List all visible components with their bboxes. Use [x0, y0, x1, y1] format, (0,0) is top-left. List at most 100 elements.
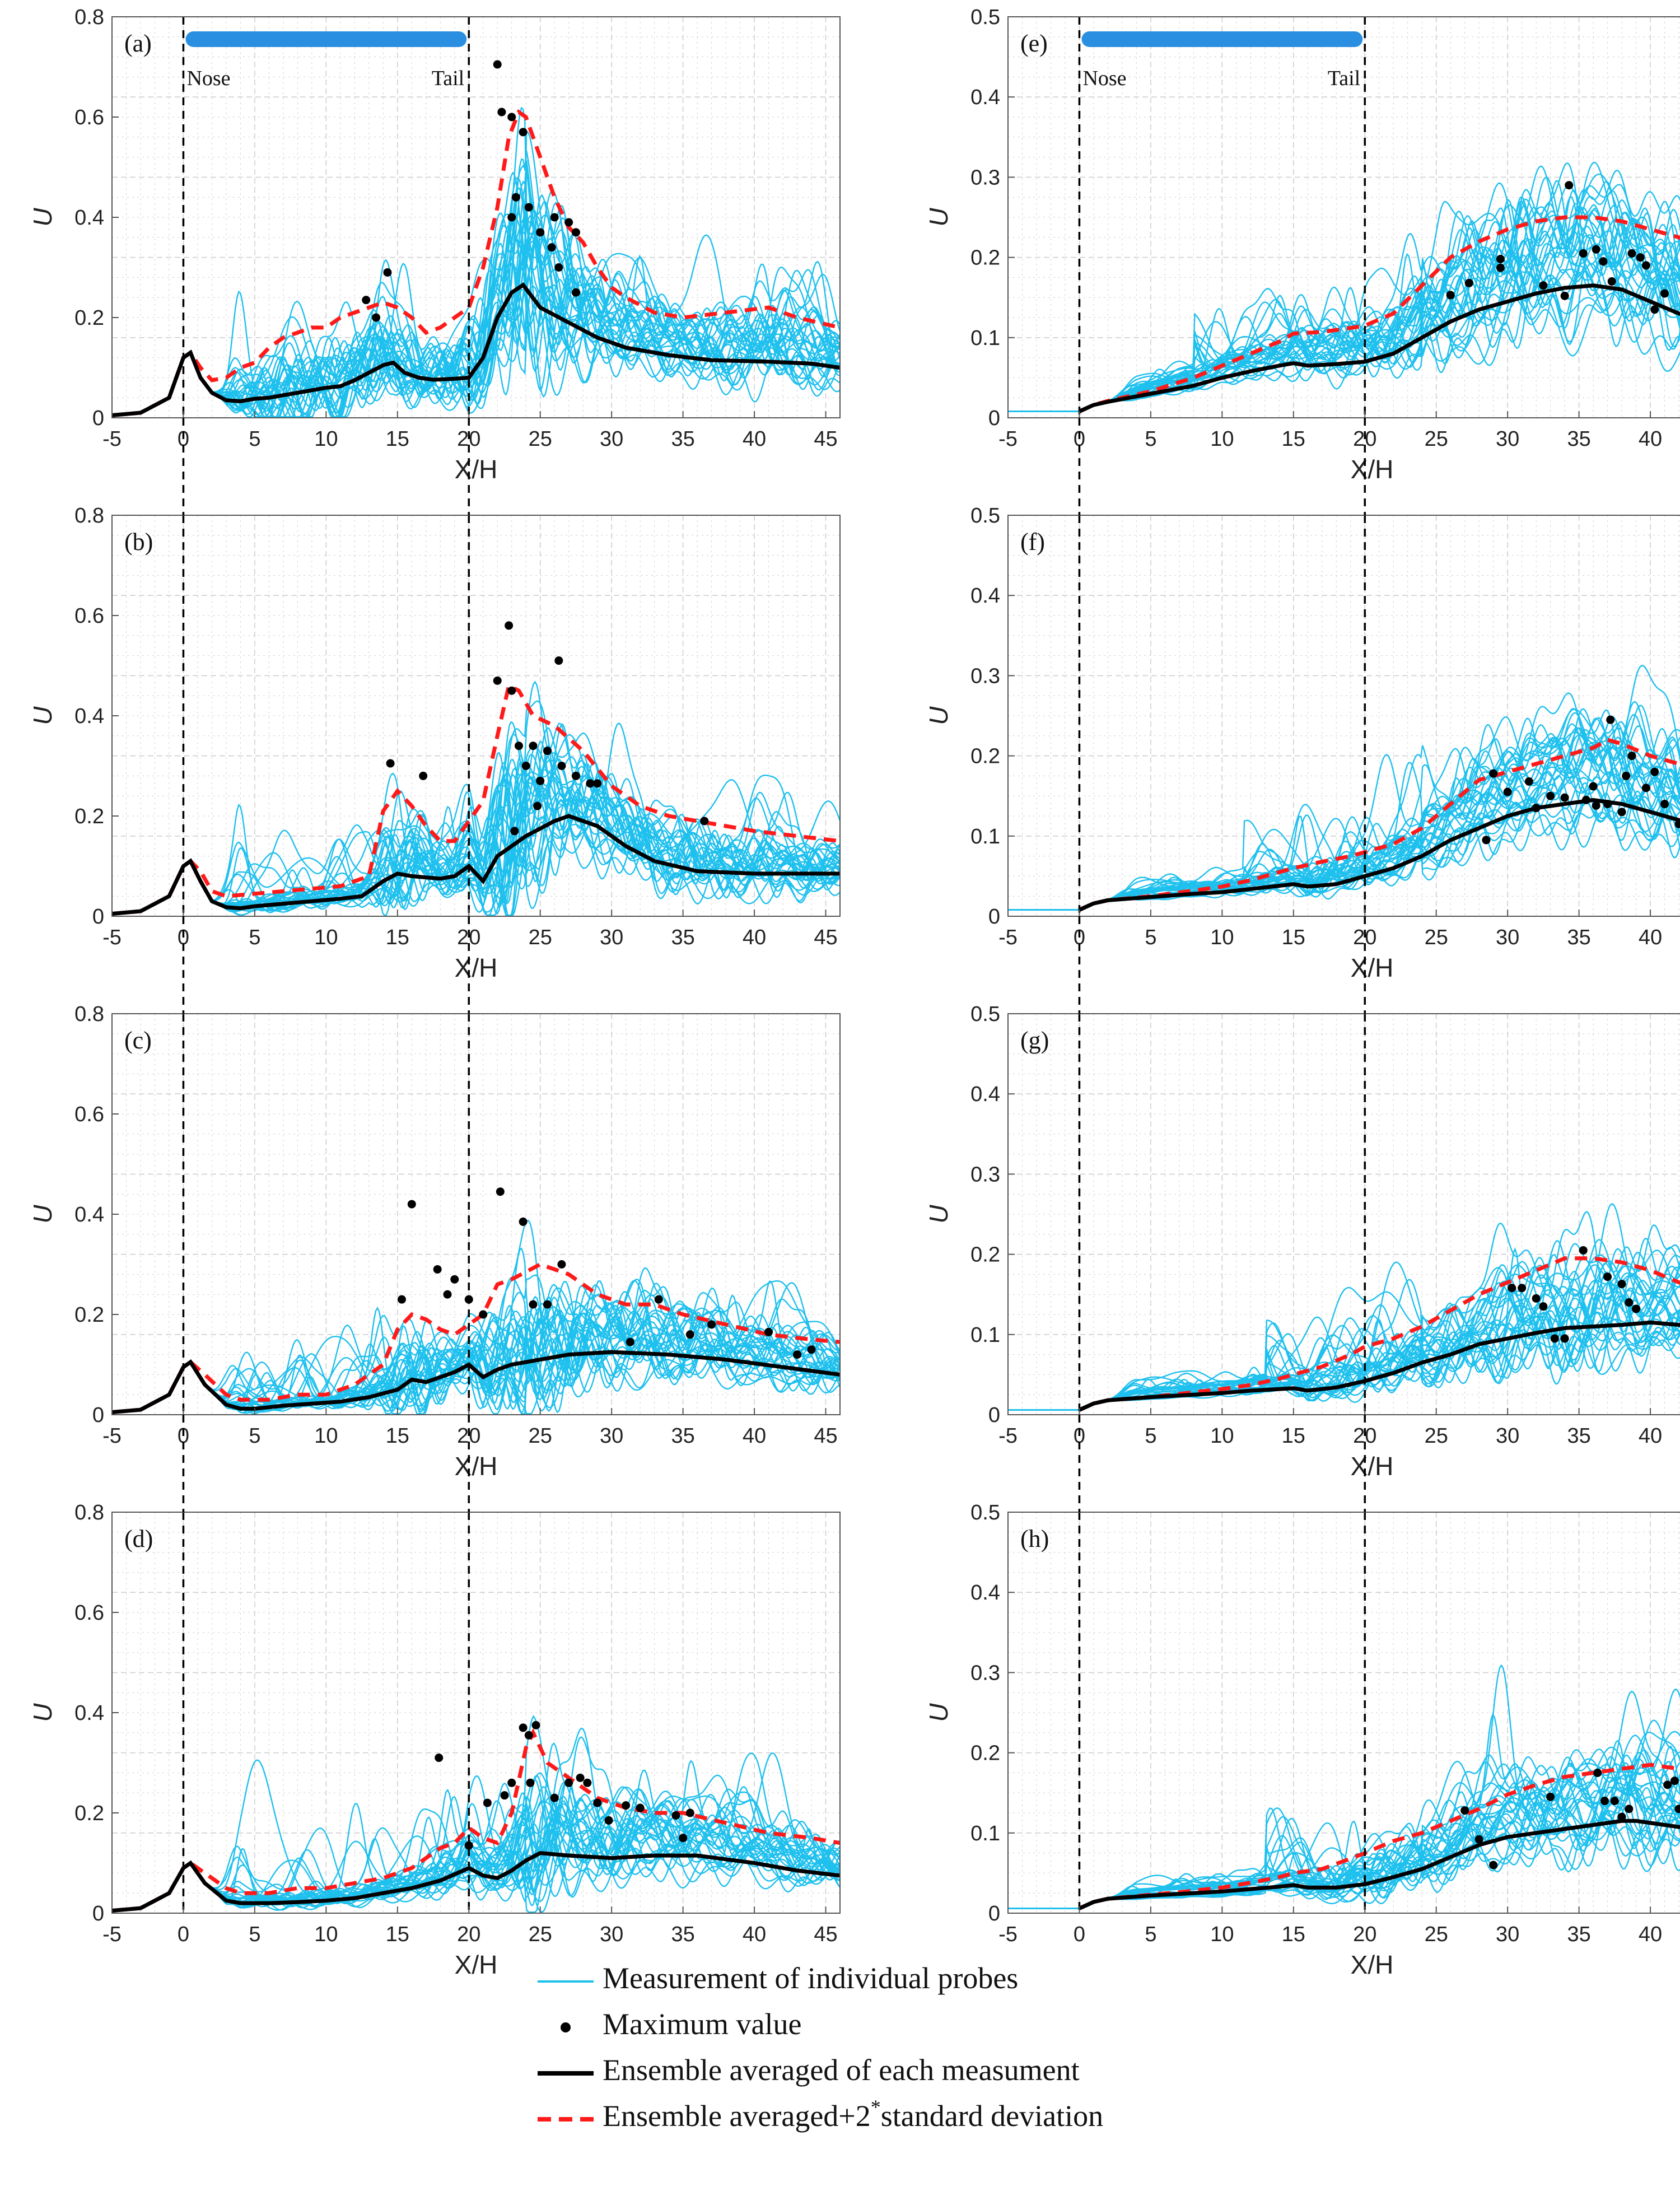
maxima-markers	[362, 60, 580, 322]
y-tick-label: 0.4	[970, 584, 1000, 608]
y-tick-label: 0.8	[74, 1501, 104, 1524]
max-point	[362, 296, 371, 305]
max-point	[386, 759, 395, 768]
y-tick-label: 0.1	[970, 327, 1000, 350]
x-tick-label: 35	[1567, 926, 1590, 949]
plot-frame	[1007, 515, 1680, 917]
max-point	[1592, 801, 1600, 810]
x-axis-label: X/H	[1351, 455, 1394, 484]
x-axis-label: X/H	[1351, 1452, 1394, 1481]
max-point	[1532, 1294, 1541, 1303]
y-tick-label: 0	[92, 407, 104, 430]
max-point	[685, 1808, 694, 1817]
max-point	[496, 1187, 505, 1196]
x-tick-label: 25	[1425, 1424, 1448, 1448]
x-tick-label: -5	[998, 427, 1018, 451]
x-tick-label: 5	[249, 1424, 260, 1448]
panel-label: (d)	[124, 1525, 153, 1552]
x-tick-label: 25	[529, 1424, 552, 1448]
max-point	[1603, 800, 1612, 809]
band-line	[1079, 1763, 1680, 1910]
y-tick-label: 0.2	[74, 306, 104, 330]
max-point	[1460, 1806, 1469, 1815]
max-point	[1524, 777, 1533, 786]
x-tick-label: 45	[814, 427, 837, 451]
legend-entry-ensemble: Ensemble averaged of each measument	[538, 2053, 1080, 2087]
x-tick-label: 10	[314, 926, 338, 949]
y-axis-label: U	[28, 1205, 57, 1224]
probe-line	[1008, 1774, 1680, 1909]
y-tick-label: 0.1	[970, 1323, 1000, 1347]
x-tick-label: 40	[743, 427, 766, 451]
max-point	[671, 1811, 680, 1820]
chart-panel-h: (h)-505101520253035404500.10.20.30.40.5X…	[924, 1501, 1680, 1979]
max-point	[1599, 257, 1608, 266]
x-tick-label: 10	[1210, 1424, 1234, 1448]
max-point	[497, 108, 506, 116]
x-tick-label: 15	[386, 427, 409, 451]
max-point	[571, 228, 580, 237]
x-tick-label: 35	[671, 1424, 694, 1448]
probe-line	[112, 1788, 840, 1911]
ensemble-line	[1079, 798, 1680, 912]
y-tick-label: 0.1	[970, 825, 1000, 848]
probe-line	[112, 1219, 840, 1415]
probe-line	[1008, 1777, 1680, 1909]
max-point	[564, 218, 573, 227]
max-point	[514, 742, 523, 750]
max-point	[557, 1260, 566, 1269]
plot-frame	[1007, 1512, 1680, 1914]
x-tick-label: 10	[1210, 427, 1234, 451]
x-tick-label: 45	[814, 926, 837, 949]
x-tick-label: 25	[529, 1923, 552, 1946]
y-axis-label: U	[924, 1703, 953, 1722]
x-tick-label: -5	[998, 1424, 1018, 1448]
probe-line	[112, 211, 840, 418]
max-point	[1606, 715, 1615, 724]
y-tick-label: 0.6	[74, 1103, 104, 1126]
y-tick-label: 0.8	[74, 1003, 104, 1026]
max-point	[1632, 1304, 1641, 1313]
grid	[1007, 515, 1680, 917]
maxima-markers	[435, 1721, 694, 1850]
x-tick-label: 0	[1074, 1923, 1085, 1946]
y-tick-label: 0.4	[74, 206, 104, 230]
ensemble-line	[1079, 1320, 1680, 1412]
max-point	[1446, 291, 1455, 300]
y-tick-label: 0.3	[970, 1163, 1000, 1186]
max-point	[1560, 291, 1569, 300]
y-tick-label: 0.1	[970, 1822, 1000, 1845]
y-axis-label: U	[28, 208, 57, 227]
max-point	[1532, 804, 1541, 813]
max-point	[511, 193, 520, 202]
y-tick-label: 0.6	[74, 604, 104, 628]
legend-swatch	[561, 2022, 571, 2032]
max-point	[1546, 1792, 1555, 1801]
max-point	[550, 1793, 559, 1802]
x-tick-label: 5	[1145, 1424, 1156, 1448]
y-axis-label: U	[28, 706, 57, 725]
panel-label: (g)	[1020, 1027, 1049, 1054]
band-line	[112, 683, 840, 916]
probe-line	[1008, 199, 1680, 412]
max-point	[507, 686, 516, 695]
max-point	[1589, 782, 1598, 791]
probe-line	[112, 171, 840, 416]
max-point	[526, 1778, 535, 1787]
panel-label: (h)	[1020, 1525, 1049, 1552]
max-point	[1489, 769, 1498, 778]
x-tick-label: 25	[1425, 427, 1448, 451]
x-tick-label: 15	[1282, 1923, 1305, 1946]
max-point	[807, 1345, 816, 1354]
max-point	[571, 288, 580, 297]
probe-line	[112, 763, 840, 915]
y-axis-label: U	[28, 1703, 57, 1722]
max-point	[543, 1300, 552, 1309]
max-point	[1546, 791, 1555, 800]
x-tick-label: 10	[1210, 926, 1234, 949]
max-point	[1617, 808, 1626, 817]
probe-line	[112, 734, 840, 915]
max-point	[1660, 289, 1669, 298]
